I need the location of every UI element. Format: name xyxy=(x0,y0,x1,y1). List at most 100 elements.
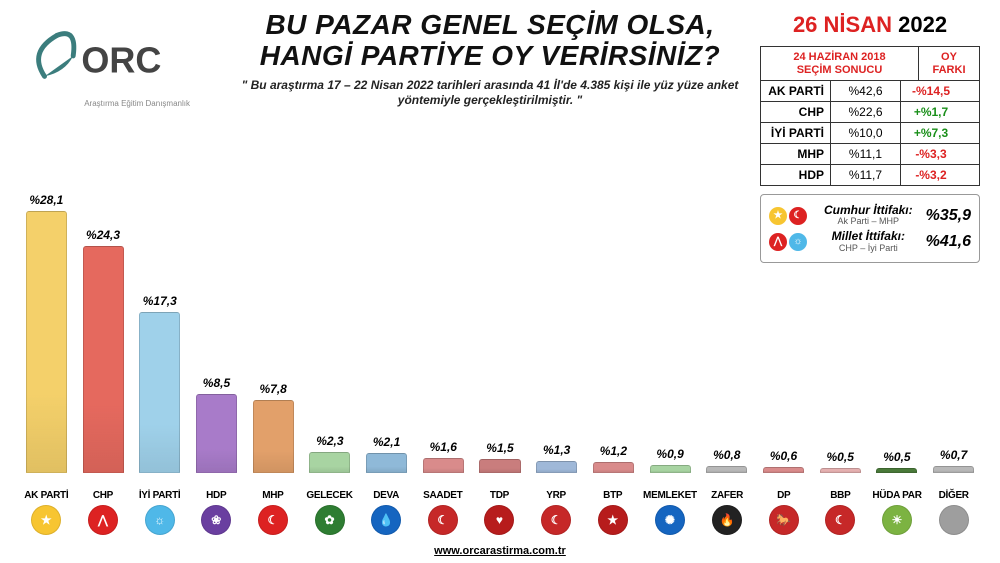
comp-header-left: 24 HAZİRAN 2018 SEÇİM SONUCU xyxy=(761,47,919,81)
party-name-label: DİĞER xyxy=(939,490,969,501)
bar xyxy=(309,452,350,473)
comp-header-right: OY FARKI xyxy=(919,47,979,81)
party-name-label: HÜDA PAR xyxy=(872,490,921,501)
party-name-label: BBP xyxy=(830,490,850,501)
party-icon: ☾ xyxy=(428,505,458,535)
bar-chart-xaxis: AK PARTİ ★ CHP ⋀ İYİ PARTİ ☼ HDP ❀ MHP☾ GELECEK ✿ D… xyxy=(20,490,980,535)
bar-column: %17,3 xyxy=(133,193,186,473)
bar-column: %8,5 xyxy=(190,193,243,473)
bar xyxy=(876,468,917,473)
party-name-label: MEMLEKET xyxy=(643,490,697,501)
bar-column: %2,1 xyxy=(360,193,413,473)
party-name-label: İYİ PARTİ xyxy=(139,490,181,501)
bar-value-label: %2,3 xyxy=(316,434,343,448)
bar-column: %0,8 xyxy=(700,193,753,473)
bar-value-label: %17,3 xyxy=(143,294,177,308)
bar-value-label: %28,1 xyxy=(29,193,63,207)
comp-party-diff: -%3,2 xyxy=(901,165,961,185)
party-icon: ★ xyxy=(598,505,628,535)
bar xyxy=(366,453,407,473)
bar-value-label: %2,1 xyxy=(373,435,400,449)
xaxis-column: BBP ☾ xyxy=(814,490,867,535)
bar-value-label: %24,3 xyxy=(86,228,120,242)
bar-value-label: %1,5 xyxy=(486,441,513,455)
party-icon: ❀ xyxy=(201,505,231,535)
party-name-label: TDP xyxy=(490,490,509,501)
subheadline: " Bu araştırma 17 – 22 Nisan 2022 tarihl… xyxy=(230,78,750,109)
comp-party-diff: +%7,3 xyxy=(901,123,961,143)
party-icon: ♥ xyxy=(484,505,514,535)
comp-row: AK PARTİ%42,6-%14,5 xyxy=(761,81,979,101)
bar-value-label: %7,8 xyxy=(259,382,286,396)
comp-party-diff: -%3,3 xyxy=(901,144,961,164)
bar-value-label: %1,2 xyxy=(600,444,627,458)
party-icon: ☾ xyxy=(541,505,571,535)
xaxis-column: DP🐎 xyxy=(757,490,810,535)
bar xyxy=(706,466,747,473)
survey-date: 26 NİSAN 2022 xyxy=(760,12,980,38)
xaxis-column: AK PARTİ ★ xyxy=(20,490,73,535)
bar xyxy=(83,246,124,473)
bar-column: %0,5 xyxy=(871,193,924,473)
comp-party-val: %10,0 xyxy=(831,123,901,143)
bar-chart: %28,1 %24,3 %17,3 %8,5 %7,8 %2,3 %2,1 %1,6 %1,5%… xyxy=(20,193,980,473)
party-name-label: AK PARTİ xyxy=(24,490,68,501)
xaxis-column: CHP ⋀ xyxy=(77,490,130,535)
bar-column: %1,2 xyxy=(587,193,640,473)
comp-party-val: %22,6 xyxy=(831,102,901,122)
headline-text: BU PAZAR GENEL SEÇİM OLSA, HANGİ PARTİYE… xyxy=(230,10,750,72)
bar-value-label: %1,3 xyxy=(543,443,570,457)
comp-party-val: %11,1 xyxy=(831,144,901,164)
xaxis-column: DİĞER xyxy=(927,490,980,535)
bar xyxy=(253,400,294,473)
xaxis-column: HDP ❀ xyxy=(190,490,243,535)
comp-row: CHP%22,6+%1,7 xyxy=(761,101,979,122)
bar xyxy=(423,458,464,473)
party-icon: 💧 xyxy=(371,505,401,535)
xaxis-column: YRP☾ xyxy=(530,490,583,535)
date-year: 2022 xyxy=(898,12,947,37)
xaxis-column: BTP★ xyxy=(586,490,639,535)
bar-column: %7,8 xyxy=(247,193,300,473)
party-name-label: GELECEK xyxy=(306,490,352,501)
bar-value-label: %0,8 xyxy=(713,448,740,462)
party-icon: ✺ xyxy=(655,505,685,535)
footer-url: www.orcarastirma.com.tr xyxy=(0,545,1000,557)
comp-party-diff: +%1,7 xyxy=(901,102,961,122)
bar-column: %1,3 xyxy=(530,193,583,473)
party-icon: ★ xyxy=(31,505,61,535)
headline-line1: BU PAZAR GENEL SEÇİM OLSA, xyxy=(265,9,714,40)
party-icon: ☼ xyxy=(145,505,175,535)
comparison-table: 24 HAZİRAN 2018 SEÇİM SONUCU OY FARKI AK… xyxy=(760,46,980,186)
xaxis-column: HÜDA PAR ☀ xyxy=(871,490,924,535)
comp-party-name: CHP xyxy=(761,102,831,122)
bar xyxy=(820,468,861,473)
bar xyxy=(139,312,180,473)
party-name-label: HDP xyxy=(206,490,226,501)
party-icon: ☾ xyxy=(825,505,855,535)
xaxis-column: DEVA 💧 xyxy=(360,490,413,535)
xaxis-column: MHP☾ xyxy=(247,490,300,535)
bar xyxy=(933,466,974,473)
date-red: 26 NİSAN xyxy=(793,12,892,37)
bar-column: %0,5 xyxy=(814,193,867,473)
party-icon: ✿ xyxy=(315,505,345,535)
party-icon xyxy=(939,505,969,535)
bar-column: %0,6 xyxy=(757,193,810,473)
comp-row: MHP%11,1-%3,3 xyxy=(761,143,979,164)
bar-column: %2,3 xyxy=(304,193,357,473)
xaxis-column: İYİ PARTİ ☼ xyxy=(133,490,186,535)
comp-party-name: HDP xyxy=(761,165,831,185)
comp-party-name: AK PARTİ xyxy=(761,81,831,101)
bar-value-label: %1,6 xyxy=(430,440,457,454)
xaxis-column: SAADET☾ xyxy=(416,490,469,535)
comp-party-val: %42,6 xyxy=(831,81,901,101)
party-name-label: CHP xyxy=(93,490,113,501)
comp-party-name: MHP xyxy=(761,144,831,164)
party-name-label: DEVA xyxy=(373,490,399,501)
bar-value-label: %0,7 xyxy=(940,448,967,462)
party-icon: 🔥 xyxy=(712,505,742,535)
party-icon: ☀ xyxy=(882,505,912,535)
comp-row: HDP%11,7-%3,2 xyxy=(761,164,979,185)
party-icon: ⋀ xyxy=(88,505,118,535)
